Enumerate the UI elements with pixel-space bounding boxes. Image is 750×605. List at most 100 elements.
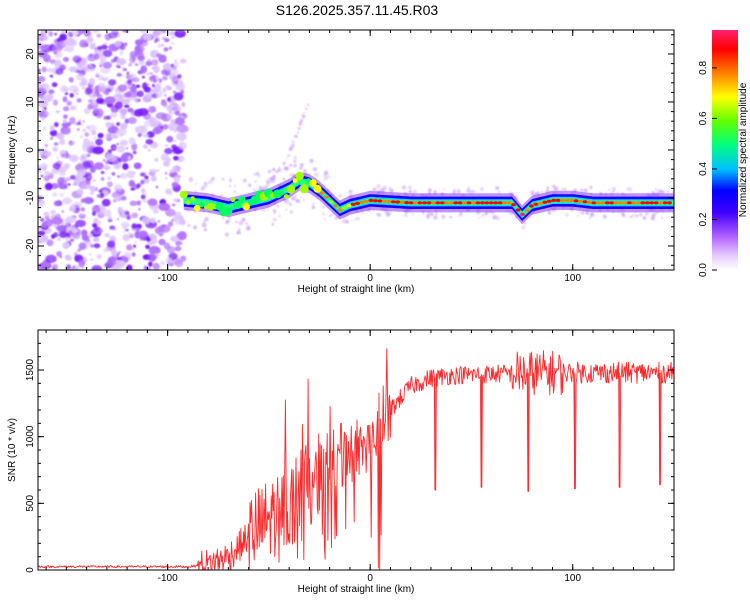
- trace-halo-speckle: [481, 213, 485, 217]
- signal-core-cell: [190, 196, 195, 201]
- noise-speckle: [62, 200, 65, 203]
- signal-core-cell: [520, 212, 525, 216]
- noise-speckle: [59, 255, 63, 259]
- signal-core-cell: [573, 199, 579, 203]
- trace-halo-speckle: [204, 217, 209, 222]
- arc-speckle: [264, 184, 267, 187]
- noise-speckle: [166, 158, 171, 162]
- noise-speckle: [158, 78, 163, 83]
- noise-speckle: [160, 100, 168, 106]
- noise-speckle: [134, 45, 145, 53]
- noise-speckle: [172, 139, 177, 143]
- noise-speckle: [164, 171, 168, 175]
- colorbar-label: Normalized spectral amplitude: [738, 82, 749, 217]
- noise-speckle: [174, 59, 178, 63]
- trace-halo-speckle: [390, 189, 394, 193]
- noise-speckle: [102, 159, 106, 162]
- noise-speckle: [126, 244, 133, 251]
- noise-speckle: [179, 81, 184, 86]
- noise-speckle: [85, 238, 91, 243]
- noise-speckle: [63, 163, 70, 169]
- arc-speckle: [298, 122, 303, 127]
- noise-speckle: [120, 154, 129, 163]
- noise-speckle: [127, 156, 131, 160]
- noise-speckle: [83, 197, 94, 204]
- noise-speckle: [127, 117, 137, 124]
- spectrogram-speckle: [38, 30, 674, 270]
- noise-speckle: [155, 185, 159, 189]
- trace-halo-speckle: [278, 215, 281, 218]
- noise-speckle: [112, 146, 117, 150]
- noise-speckle: [177, 231, 187, 240]
- noise-speckle: [148, 261, 153, 267]
- noise-speckle: [79, 81, 86, 87]
- noise-speckle: [88, 78, 96, 86]
- noise-speckle: [100, 171, 105, 174]
- trace-halo-speckle: [228, 216, 232, 220]
- noise-speckle: [87, 124, 97, 132]
- signal-core-cell: [636, 201, 641, 205]
- trace-halo-speckle: [378, 213, 381, 217]
- trace-halo-speckle: [441, 214, 446, 219]
- noise-speckle: [106, 153, 117, 162]
- noise-speckle: [132, 77, 140, 83]
- noise-speckle: [169, 67, 179, 76]
- noise-speckle: [77, 121, 82, 126]
- noise-speckle: [44, 151, 52, 157]
- noise-speckle: [55, 68, 64, 75]
- trace-halo-speckle: [426, 215, 430, 219]
- signal-core: [179, 171, 672, 217]
- noise-speckle: [123, 231, 125, 233]
- snr-x-axis-label: Height of straight line (km): [298, 584, 415, 595]
- noise-speckle: [89, 185, 96, 191]
- trace-halo-speckle: [631, 214, 635, 217]
- noise-speckle: [171, 219, 174, 222]
- noise-speckle: [68, 66, 78, 73]
- noise-speckle: [56, 132, 65, 140]
- noise-speckle: [38, 230, 46, 236]
- noise-speckle: [158, 238, 166, 246]
- signal-core-cell: [299, 184, 309, 194]
- noise-speckle: [75, 174, 81, 179]
- noise-speckle: [53, 100, 58, 105]
- trace-halo-speckle: [345, 220, 348, 224]
- trace-halo-speckle: [521, 225, 526, 230]
- signal-core-cell: [435, 201, 441, 205]
- noise-speckle: [102, 49, 113, 58]
- trace-halo-speckle: [233, 190, 237, 194]
- colorbar-tick-label: 0.0: [698, 263, 709, 277]
- noise-speckle: [103, 116, 107, 120]
- noise-speckle: [179, 58, 187, 64]
- noise-speckle: [141, 75, 145, 79]
- noise-speckle: [173, 198, 179, 203]
- arc-speckle: [297, 126, 301, 131]
- noise-speckle: [133, 244, 137, 248]
- trace-halo-speckle: [412, 189, 417, 194]
- signal-core-cell: [230, 197, 236, 203]
- noise-speckle: [141, 199, 148, 203]
- noise-speckle: [103, 209, 112, 217]
- trace-halo-speckle: [331, 212, 335, 217]
- noise-speckle: [104, 233, 110, 238]
- noise-speckle: [67, 183, 71, 186]
- noise-speckle: [51, 216, 63, 225]
- noise-speckle: [150, 236, 157, 241]
- noise-speckle: [161, 69, 169, 76]
- noise-speckle: [56, 237, 62, 241]
- trace-halo-speckle: [578, 210, 582, 214]
- signal-core-cell: [488, 201, 494, 205]
- trace-halo-speckle: [311, 205, 316, 210]
- signal-core-cell: [309, 179, 317, 187]
- trace-halo-speckle: [546, 186, 550, 190]
- noise-speckle: [128, 87, 131, 90]
- signal-core-cell: [193, 204, 201, 212]
- trace-halo-speckle: [322, 212, 325, 216]
- noise-speckle: [160, 43, 165, 47]
- noise-speckle: [100, 204, 106, 211]
- signal-core-cell: [493, 201, 499, 205]
- noise-speckle: [54, 32, 57, 36]
- noise-speckle: [65, 177, 71, 181]
- noise-speckle: [59, 33, 67, 41]
